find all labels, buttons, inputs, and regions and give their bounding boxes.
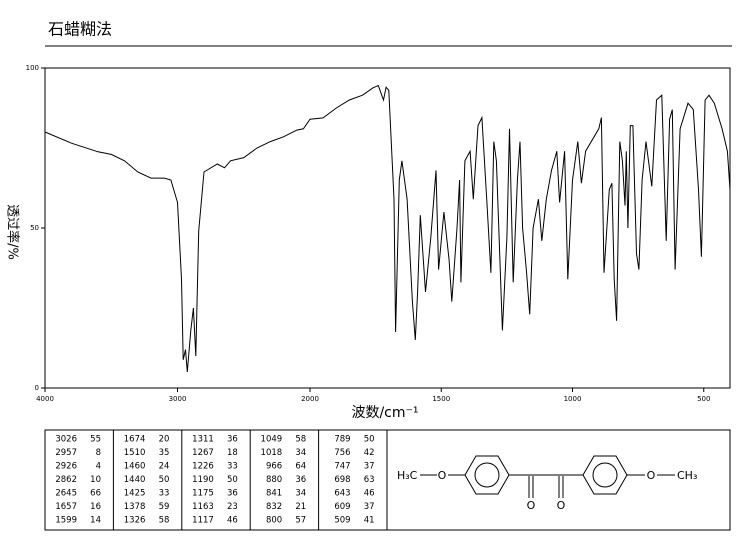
x-tick-label: 4000: [36, 395, 54, 403]
spectrum-line: [44, 84, 731, 373]
peak-transmittance: 55: [90, 435, 101, 445]
plot-frame: [44, 67, 731, 389]
peak-transmittance: 34: [295, 489, 306, 499]
y-tick-label: 50: [30, 224, 39, 232]
peak-transmittance: 20: [159, 435, 170, 445]
peak-wavenumber: 2926: [55, 462, 77, 472]
peak-transmittance: 35: [159, 448, 170, 458]
peak-wavenumber: 1440: [124, 475, 146, 485]
peak-wavenumber: 1049: [261, 435, 283, 445]
structure-label: O: [557, 499, 566, 512]
y-tick-label: 100: [26, 64, 39, 72]
peak-wavenumber: 756: [334, 448, 350, 458]
peak-wavenumber: 1226: [192, 462, 214, 472]
peak-transmittance: 8: [96, 448, 101, 458]
peak-wavenumber: 3026: [55, 435, 77, 445]
peak-transmittance: 57: [295, 516, 306, 526]
peak-transmittance: 10: [90, 475, 101, 485]
peak-transmittance: 37: [364, 462, 375, 472]
peak-transmittance: 66: [90, 489, 101, 499]
peak-transmittance: 33: [159, 489, 170, 499]
structure-label: O: [647, 469, 656, 482]
peak-wavenumber: 643: [334, 489, 350, 499]
peak-transmittance: 21: [295, 502, 306, 512]
structure-label: CH₃: [677, 469, 697, 482]
peak-wavenumber: 1018: [261, 448, 283, 458]
peak-wavenumber: 1190: [192, 475, 214, 485]
peak-transmittance: 36: [227, 489, 238, 499]
peak-transmittance: 63: [364, 475, 375, 485]
structure-label: O: [438, 469, 447, 482]
peak-wavenumber: 1674: [124, 435, 146, 445]
peak-transmittance: 50: [159, 475, 170, 485]
peak-transmittance: 46: [364, 489, 375, 499]
structure-label: O: [527, 499, 536, 512]
peak-transmittance: 41: [364, 516, 375, 526]
peak-wavenumber: 1657: [55, 502, 77, 512]
structure: H₃C O O O O CH₃: [397, 455, 697, 512]
peak-wavenumber: 1311: [192, 435, 214, 445]
peak-wavenumber: 1117: [192, 516, 214, 526]
ring-circle: [474, 462, 500, 488]
structure-frame: [386, 429, 731, 531]
x-axis-label: 波数/cm⁻¹: [351, 405, 418, 421]
peak-transmittance: 18: [227, 448, 238, 458]
peak-transmittance: 34: [295, 448, 306, 458]
peak-transmittance: 42: [364, 448, 375, 458]
x-tick-label: 1500: [432, 395, 450, 403]
peak-wavenumber: 609: [334, 502, 350, 512]
structure-label: H₃C: [397, 469, 418, 482]
peak-wavenumber: 1599: [55, 516, 77, 526]
peak-wavenumber: 1510: [124, 448, 146, 458]
y-tick-label: 0: [35, 384, 39, 392]
peak-transmittance: 37: [364, 502, 375, 512]
peak-wavenumber: 789: [334, 435, 350, 445]
peak-wavenumber: 1460: [124, 462, 146, 472]
title: 石蜡糊法: [48, 20, 112, 39]
peak-wavenumber: 509: [334, 516, 350, 526]
peak-wavenumber: 1163: [192, 502, 214, 512]
peak-wavenumber: 1326: [124, 516, 146, 526]
peak-transmittance: 16: [90, 502, 101, 512]
peak-wavenumber: 698: [334, 475, 350, 485]
peak-wavenumber: 1175: [192, 489, 214, 499]
peak-wavenumber: 2957: [55, 448, 77, 458]
x-tick-label: 500: [697, 395, 710, 403]
peak-wavenumber: 2862: [55, 475, 77, 485]
peak-wavenumber: 880: [266, 475, 282, 485]
peak-transmittance: 46: [227, 516, 238, 526]
peak-transmittance: 33: [227, 462, 238, 472]
ring-circle: [592, 462, 618, 488]
y-axis-label: 透过率/%: [5, 204, 21, 260]
peak-transmittance: 36: [295, 475, 306, 485]
x-tick-label: 3000: [169, 395, 187, 403]
peak-transmittance: 14: [90, 516, 101, 526]
x-tick-label: 1000: [564, 395, 582, 403]
peak-transmittance: 58: [159, 516, 170, 526]
peak-wavenumber: 2645: [55, 489, 77, 499]
peak-transmittance: 50: [227, 475, 238, 485]
peak-wavenumber: 841: [266, 489, 282, 499]
peak-wavenumber: 832: [266, 502, 282, 512]
benzene-ring: [582, 455, 628, 495]
peak-wavenumber: 966: [266, 462, 282, 472]
peak-wavenumber: 800: [266, 516, 282, 526]
peak-transmittance: 24: [159, 462, 170, 472]
benzene-ring: [464, 455, 510, 495]
peak-wavenumber: 1267: [192, 448, 214, 458]
peak-wavenumber: 747: [334, 462, 350, 472]
peak-wavenumber: 1425: [124, 489, 146, 499]
peak-transmittance: 36: [227, 435, 238, 445]
peak-transmittance: 50: [364, 435, 375, 445]
x-tick-label: 2000: [301, 395, 319, 403]
peak-transmittance: 23: [227, 502, 238, 512]
peak-transmittance: 59: [159, 502, 170, 512]
peak-transmittance: 4: [96, 462, 101, 472]
peak-table: 3026 55 2957 8 2926 4 2862 10 2645 66 1657 16 1599 14…: [55, 430, 375, 530]
peak-wavenumber: 1378: [124, 502, 146, 512]
peak-transmittance: 58: [295, 435, 306, 445]
peak-transmittance: 64: [295, 462, 306, 472]
